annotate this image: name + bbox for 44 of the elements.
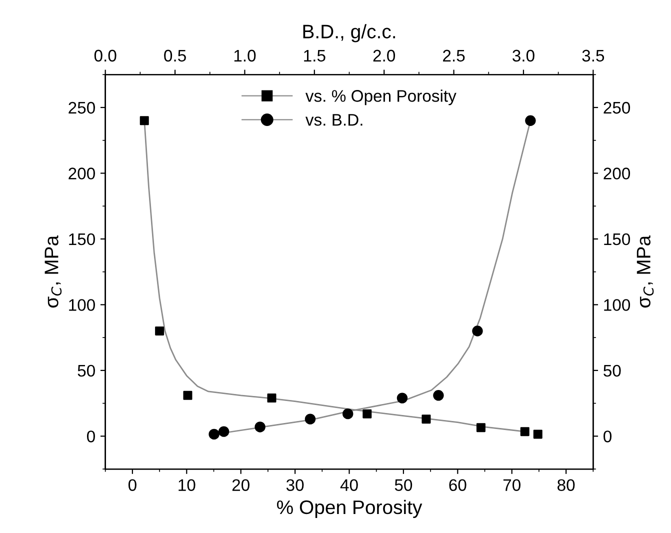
x2-tick-label: 1.0 — [234, 50, 256, 62]
x2-axis-title: B.D., g/c.c. — [303, 24, 396, 42]
y-tick-label: 200 — [68, 168, 95, 180]
legend-label: vs. % Open Porosity — [305, 90, 456, 106]
y-axis-title: σ$_{C}$, MPa — [44, 235, 62, 308]
point — [183, 390, 192, 400]
point — [155, 326, 164, 336]
y-tick-label: 50 — [78, 364, 95, 377]
x-axis-title: % Open Porosity — [277, 500, 422, 518]
x2-tick-label: 3.0 — [512, 50, 534, 62]
point — [140, 116, 149, 126]
x-tick-label: 30 — [286, 479, 304, 492]
x-tick-label: 10 — [178, 479, 196, 492]
point — [476, 423, 486, 432]
x-tick-label: 0 — [128, 479, 136, 492]
x2-tick-label: 1.5 — [304, 50, 326, 62]
y2-tick-label: 0 — [604, 430, 612, 442]
y-tick-label: 250 — [68, 102, 95, 114]
x2-tick-label: 2.5 — [443, 50, 465, 62]
x-tick-label: 70 — [503, 479, 520, 492]
x-tick-label: 40 — [340, 479, 358, 492]
x2-tick-label: 3.5 — [582, 50, 604, 62]
x-tick-label: 50 — [394, 479, 412, 492]
y-tick-label: 150 — [69, 233, 95, 246]
x2-tick-label: 2.0 — [373, 50, 396, 62]
y2-tick-label: 150 — [604, 233, 630, 246]
legend-label: vs. B.D. — [305, 114, 362, 126]
x2-tick-label: 0.0 — [94, 50, 116, 62]
y2-tick-label: 100 — [604, 299, 630, 311]
point — [267, 394, 276, 403]
x2-tick-label: 0.5 — [164, 50, 186, 62]
point — [362, 409, 372, 418]
y2-tick-label: 200 — [604, 168, 630, 180]
y2-tick-label: 50 — [604, 364, 621, 377]
x-tick-label: 80 — [558, 479, 575, 492]
y2-tick-label: 250 — [604, 102, 630, 114]
x-tick-label: 20 — [232, 479, 250, 492]
x-tick-label: 60 — [449, 479, 466, 492]
point — [422, 414, 431, 424]
point — [520, 427, 530, 436]
y2-axis-title: σ$_{C}$, MPa — [636, 235, 654, 308]
y-tick-label: 0 — [87, 430, 95, 442]
point — [533, 430, 542, 439]
y-tick-label: 100 — [69, 299, 95, 311]
